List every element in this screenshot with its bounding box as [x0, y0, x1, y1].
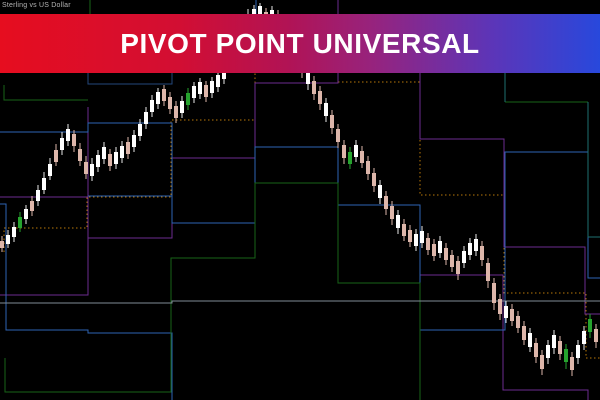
candlestick [534, 338, 538, 363]
candlestick [372, 168, 376, 192]
candlestick [162, 85, 166, 106]
candlestick [384, 191, 388, 215]
candlestick [474, 234, 478, 256]
candlestick [132, 130, 136, 152]
candlestick [102, 142, 106, 164]
candlestick [90, 158, 94, 181]
candlestick [594, 324, 598, 348]
candlestick [498, 294, 502, 320]
candlestick [12, 222, 16, 242]
candlestick [36, 185, 40, 206]
candlestick [576, 340, 580, 364]
candlestick [522, 321, 526, 345]
candlestick [96, 150, 100, 172]
candlestick [126, 137, 130, 159]
candlestick [426, 233, 430, 255]
candlestick [390, 201, 394, 225]
candlestick [342, 140, 346, 164]
candlestick [360, 146, 364, 168]
candlestick [396, 210, 400, 234]
candlestick [78, 143, 82, 166]
candlestick [324, 98, 328, 122]
candlestick [114, 147, 118, 169]
candlestick [156, 88, 160, 109]
pivot-level-line [4, 182, 421, 400]
candlestick [414, 229, 418, 251]
pivot-level-line [587, 102, 600, 238]
candlestick [408, 225, 412, 247]
candlestick [468, 238, 472, 260]
pivot-level-line [3, 85, 88, 101]
candlestick [186, 88, 190, 110]
candlestick [192, 82, 196, 103]
pivot-level-line [0, 203, 173, 400]
candlestick [582, 326, 586, 350]
candlestick [444, 243, 448, 265]
candlestick [504, 301, 508, 323]
candlestick [552, 330, 556, 354]
candlestick [354, 140, 358, 162]
title-banner: PIVOT POINT UNIVERSAL [0, 14, 600, 73]
candlestick [66, 124, 70, 146]
candlestick [564, 344, 568, 369]
candlestick [420, 226, 424, 248]
candlestick [108, 149, 112, 171]
candlestick [42, 172, 46, 194]
candlestick [366, 156, 370, 180]
candlestick [438, 236, 442, 258]
candlestick [24, 205, 28, 224]
candlestick [150, 95, 154, 117]
candlestick [462, 246, 466, 268]
candlestick [84, 156, 88, 179]
candlestick [402, 219, 406, 241]
candlestick [6, 230, 10, 248]
candlestick [210, 77, 214, 98]
candlestick [180, 96, 184, 118]
candlestick [48, 158, 52, 180]
candlestick [528, 328, 532, 352]
candlestick [18, 212, 22, 232]
candlestick [144, 107, 148, 129]
pivot-level-line [0, 65, 600, 315]
candlestick [174, 101, 178, 123]
candlestick [216, 71, 220, 92]
candlestick [456, 256, 460, 280]
candlestick [570, 352, 574, 376]
candlestick [318, 86, 322, 110]
candlestick [312, 76, 316, 100]
candlestick [432, 239, 436, 261]
pivot-level-line [0, 122, 600, 331]
candlestick [516, 311, 520, 333]
candlestick [0, 236, 4, 252]
candlestick [30, 196, 34, 216]
candlestick [120, 141, 124, 163]
candlestick [330, 110, 334, 134]
candlestick [486, 258, 490, 288]
candlestick [546, 340, 550, 364]
candlestick [54, 144, 58, 166]
candlestick [168, 92, 172, 114]
candlestick [588, 314, 592, 338]
pivot-level-line [420, 274, 589, 400]
candlestick [348, 147, 352, 169]
pivot-level-line [0, 300, 600, 304]
candlestick [510, 304, 514, 326]
candlestick [492, 278, 496, 310]
banner-title: PIVOT POINT UNIVERSAL [120, 27, 480, 59]
candlestick [204, 81, 208, 102]
candlestick [60, 132, 64, 155]
pivot-level-line [87, 73, 173, 85]
candlestick [450, 250, 454, 272]
candlestick [336, 124, 340, 148]
candlestick [198, 78, 202, 99]
pivot-level-line [3, 67, 600, 359]
candlestick [378, 180, 382, 204]
candlestick [540, 350, 544, 375]
candlestick [72, 130, 76, 152]
candlestick [138, 119, 142, 141]
candlestick [480, 241, 484, 266]
chart-symbol-label: Sterling vs US Dollar [2, 2, 71, 9]
candlestick [558, 336, 562, 360]
